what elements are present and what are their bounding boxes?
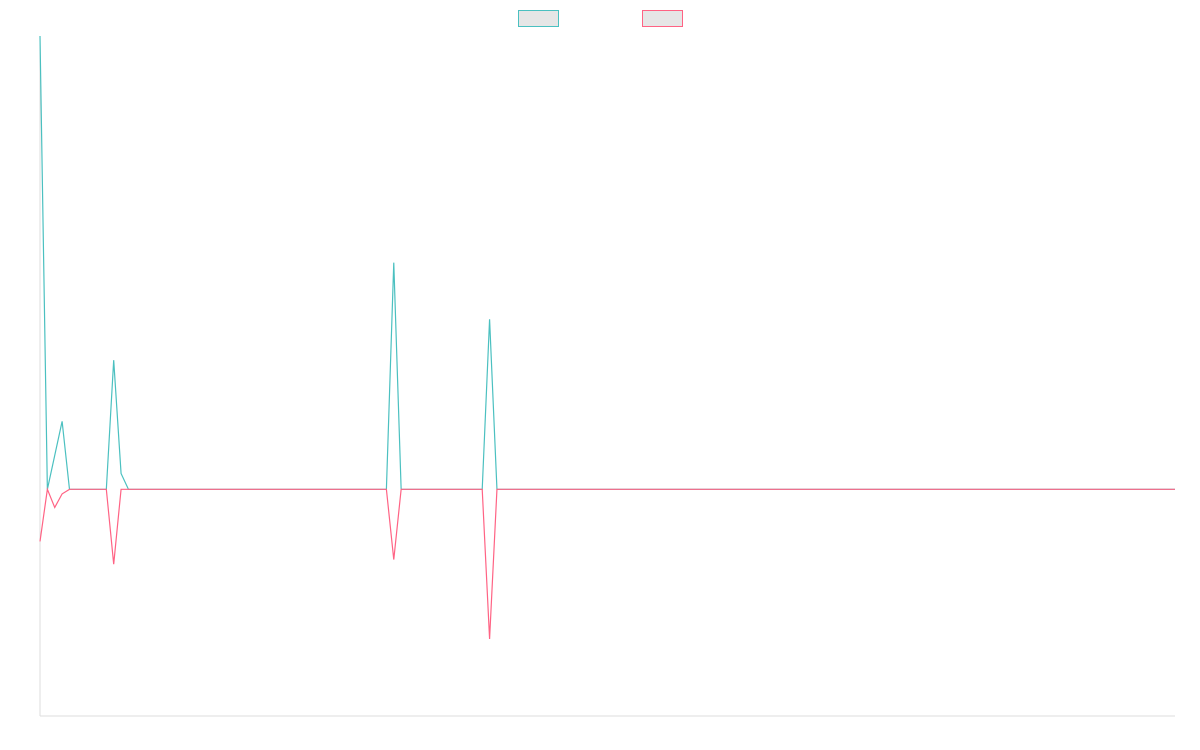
series-1-point[interactable] xyxy=(39,35,41,37)
series-2-point[interactable] xyxy=(113,563,115,565)
series-2-point[interactable] xyxy=(61,493,63,495)
series-1-line xyxy=(39,35,1175,490)
series-2 xyxy=(39,487,1176,640)
series-2-point[interactable] xyxy=(510,488,512,490)
series-2-point[interactable] xyxy=(238,488,240,490)
series-2-point[interactable] xyxy=(127,488,129,490)
series-2-point[interactable] xyxy=(105,488,107,490)
series-2-point[interactable] xyxy=(39,540,41,542)
series-2-point[interactable] xyxy=(481,488,483,490)
series-2-point[interactable] xyxy=(496,488,498,490)
legend xyxy=(518,10,683,27)
chart-axes xyxy=(39,36,1175,717)
series-1-point[interactable] xyxy=(61,420,63,422)
series-group xyxy=(39,35,1176,640)
legend-swatch-series-1[interactable] xyxy=(518,10,559,27)
series-2-line xyxy=(39,487,1175,639)
series-2-point[interactable] xyxy=(68,488,70,490)
series-2-point[interactable] xyxy=(46,488,48,490)
series-2-point[interactable] xyxy=(245,488,247,490)
series-2-point[interactable] xyxy=(503,488,505,490)
series-2-point[interactable] xyxy=(393,558,395,560)
series-2-point[interactable] xyxy=(488,638,490,640)
series-2-point[interactable] xyxy=(253,488,255,490)
series-1-point[interactable] xyxy=(120,472,122,474)
series-2-point[interactable] xyxy=(120,488,122,490)
legend-swatch-series-2[interactable] xyxy=(642,10,683,27)
series-2-point[interactable] xyxy=(385,488,387,490)
series-1-point[interactable] xyxy=(488,318,490,320)
series-1-point[interactable] xyxy=(393,261,395,263)
series-2-point[interactable] xyxy=(1174,488,1176,490)
series-1-point[interactable] xyxy=(54,454,56,456)
series-1 xyxy=(39,35,1175,490)
series-2-point[interactable] xyxy=(54,506,56,508)
series-1-point[interactable] xyxy=(113,359,115,361)
series-2-point[interactable] xyxy=(400,488,402,490)
